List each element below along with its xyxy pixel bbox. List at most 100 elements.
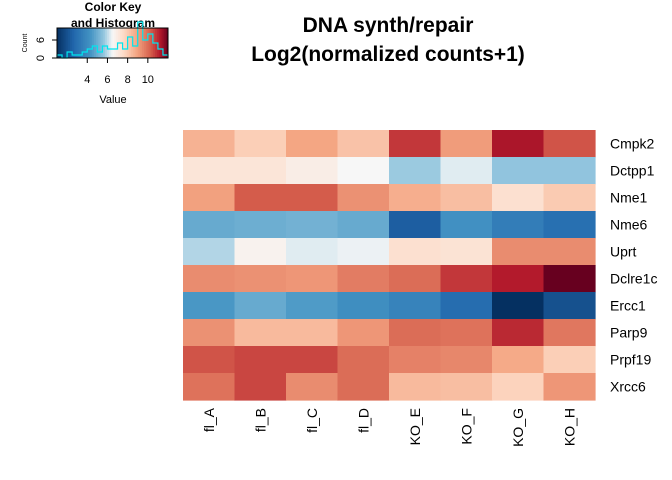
heatmap-cell — [543, 157, 596, 185]
color-key-swatch — [108, 28, 112, 58]
color-key-swatch — [112, 28, 115, 58]
color-key-swatch — [129, 28, 132, 58]
color-key-swatch — [145, 28, 149, 58]
heatmap-cell — [234, 292, 287, 320]
column-label: fl_B — [252, 408, 268, 432]
heatmap-cell — [337, 211, 390, 239]
heatmap-cell — [389, 130, 442, 158]
color-key-title: and Histogram — [71, 16, 155, 30]
row-label: Cmpk2 — [610, 136, 655, 152]
heatmap-cell — [183, 184, 236, 212]
heatmap-cell — [234, 319, 287, 347]
heatmap-cell — [389, 265, 442, 293]
heatmap-cell — [492, 292, 545, 320]
heatmap-cell — [389, 319, 442, 347]
heatmap-cell — [543, 292, 596, 320]
heatmap-cell — [286, 265, 339, 293]
color-key-x-tick-label: 10 — [142, 74, 154, 86]
column-label: fl_D — [355, 408, 371, 433]
color-key-swatch — [95, 28, 99, 58]
heatmap-cell — [440, 130, 493, 158]
heatmap-cell — [183, 373, 236, 401]
color-key-swatch — [64, 28, 67, 58]
heatmap-cell — [286, 157, 339, 185]
heatmap-cell — [389, 184, 442, 212]
heatmap-cell — [492, 130, 545, 158]
heatmap-cell — [492, 157, 545, 185]
color-key-swatch — [140, 28, 143, 58]
heatmap-cell — [337, 346, 390, 374]
color-key-swatch — [132, 28, 136, 58]
heatmap-cell — [286, 373, 339, 401]
color-key-frame — [56, 27, 169, 59]
color-key-swatch — [127, 28, 130, 58]
color-key-xlabel: Value — [99, 94, 126, 106]
color-key-swatch — [164, 28, 167, 58]
heatmap-cell — [337, 319, 390, 347]
heatmap-grid — [183, 130, 596, 401]
heatmap-cell — [183, 346, 236, 374]
column-label: fl_C — [304, 408, 320, 433]
heatmap-cell — [183, 265, 236, 293]
heatmap-cell — [440, 265, 493, 293]
column-label: KO_H — [561, 408, 577, 446]
heatmap-cell — [543, 211, 596, 239]
row-label: Nme6 — [610, 217, 648, 233]
heatmap-cell — [286, 184, 339, 212]
row-label: Parp9 — [610, 325, 648, 341]
color-key-swatch — [82, 28, 86, 58]
color-key-swatch — [101, 28, 104, 58]
color-key-swatch — [79, 28, 82, 58]
heatmap-cell — [492, 346, 545, 374]
color-key-swatch — [162, 28, 165, 58]
color-key-swatch — [147, 28, 150, 58]
color-key-swatch — [125, 28, 128, 58]
color-key-swatch — [66, 28, 69, 58]
color-key-y-tick-label: 0 — [35, 55, 47, 61]
heatmap-cell — [337, 130, 390, 158]
heatmap-cell — [183, 157, 236, 185]
heatmap-cell — [440, 211, 493, 239]
color-key-swatch — [105, 28, 108, 58]
heatmap-cell — [389, 157, 442, 185]
heatmap-cell — [286, 211, 339, 239]
heatmap-cell — [543, 346, 596, 374]
color-key-x-tick-label: 6 — [104, 74, 110, 86]
heatmap-cell — [234, 265, 287, 293]
heatmap-cell — [234, 211, 287, 239]
row-label: Uprt — [610, 244, 637, 260]
color-key: Color Key and Histogram 4 6 8 10 Value 0 6 Count — [22, 0, 169, 106]
color-key-swatch — [166, 28, 169, 58]
heatmap-cell — [337, 157, 390, 185]
heatmap-cell — [492, 373, 545, 401]
color-key-swatch — [90, 28, 93, 58]
heatmap-cell — [543, 319, 596, 347]
heatmap-cell — [286, 346, 339, 374]
color-key-swatch — [75, 28, 78, 58]
heatmap-cell — [337, 184, 390, 212]
heatmap-cell — [234, 184, 287, 212]
heatmap-cell — [183, 319, 236, 347]
heatmap-cell — [389, 292, 442, 320]
color-key-swatch — [71, 28, 75, 58]
color-key-swatch — [114, 28, 117, 58]
heatmap-cell — [234, 373, 287, 401]
heatmap-cell — [389, 346, 442, 374]
heatmap-cell — [286, 238, 339, 266]
heatmap-cell — [543, 238, 596, 266]
row-label: Dclre1c — [610, 271, 657, 287]
color-key-x-tick-label: 4 — [84, 74, 90, 86]
color-key-swatch — [69, 28, 73, 58]
heatmap-cell — [337, 265, 390, 293]
color-key-swatch — [57, 28, 60, 58]
row-label: Xrcc6 — [610, 379, 646, 395]
heatmap-cell — [440, 292, 493, 320]
color-key-swatch — [94, 28, 97, 58]
row-label: Ercc1 — [610, 298, 646, 314]
color-key-swatch — [88, 28, 91, 58]
column-label: KO_G — [510, 408, 526, 447]
heatmap-cell — [440, 157, 493, 185]
color-key-swatch — [81, 28, 84, 58]
heatmap-cell — [440, 373, 493, 401]
color-key-swatch — [77, 28, 80, 58]
